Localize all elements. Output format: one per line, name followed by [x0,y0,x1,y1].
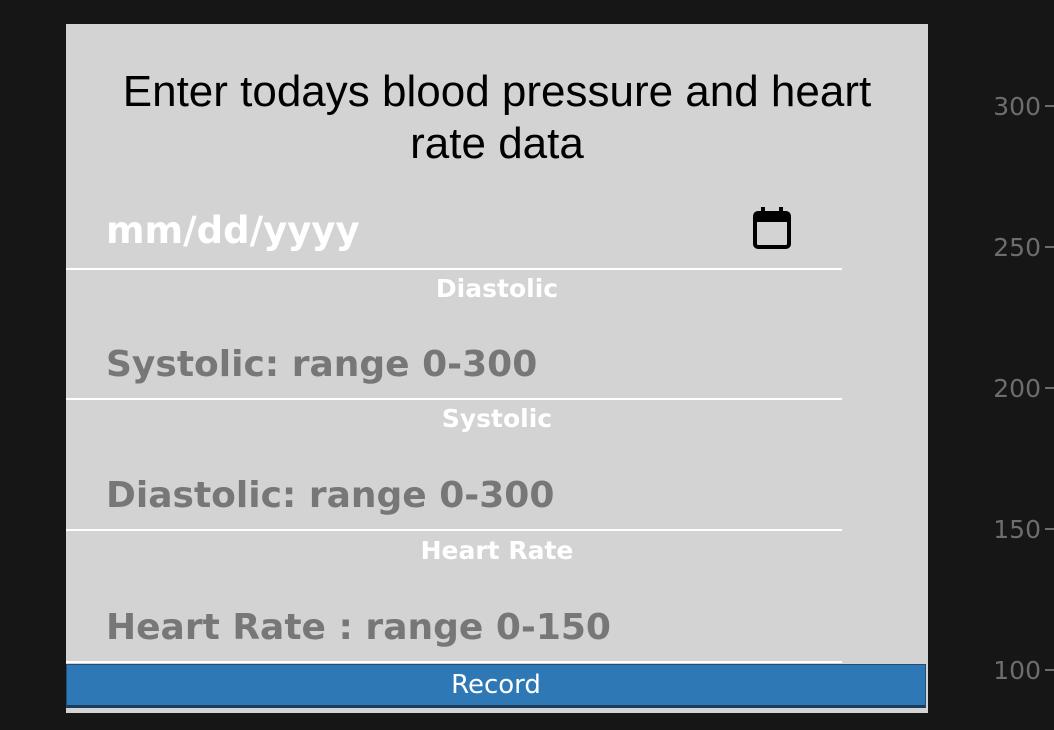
systolic-input[interactable]: Systolic: range 0-300 [66,338,842,400]
y-tick-mark [1045,387,1054,389]
y-tick: 150 [993,514,1054,544]
y-tick: 250 [993,232,1054,262]
y-tick-label: 150 [993,514,1041,544]
diastolic-input[interactable]: Diastolic: range 0-300 [66,469,842,531]
y-tick-mark [1045,669,1054,671]
diastolic-placeholder: Diastolic: range 0-300 [106,475,555,516]
date-placeholder: mm/dd/yyyy [106,209,360,252]
y-tick-mark [1045,528,1054,530]
y-tick-label: 200 [993,373,1041,403]
heart-rate-label: Heart Rate [420,536,574,565]
modal-title: Enter todays blood pressure and heart ra… [122,67,872,168]
diastolic-label: Diastolic [435,274,559,303]
y-tick-mark [1045,105,1054,107]
date-field[interactable]: mm/dd/yyyy [66,198,842,270]
y-tick-label: 250 [993,232,1041,262]
y-tick: 200 [993,373,1054,403]
y-tick: 300 [993,91,1054,121]
calendar-icon[interactable] [752,206,792,250]
y-tick: 100 [993,655,1054,685]
y-tick-mark [1045,246,1054,248]
heart-rate-input[interactable]: Heart Rate : range 0-150 [66,601,842,663]
systolic-label: Systolic [441,404,553,433]
y-tick-label: 100 [993,655,1041,685]
y-tick-label: 300 [993,91,1041,121]
data-entry-modal: Enter todays blood pressure and heart ra… [66,24,928,713]
record-button[interactable]: Record [66,664,926,708]
systolic-placeholder: Systolic: range 0-300 [106,344,538,385]
modal-title-wrap: Enter todays blood pressure and heart ra… [66,66,928,170]
background-chart-y-axis: 300 250 200 150 100 [980,0,1054,730]
heart-rate-placeholder: Heart Rate : range 0-150 [106,607,611,648]
